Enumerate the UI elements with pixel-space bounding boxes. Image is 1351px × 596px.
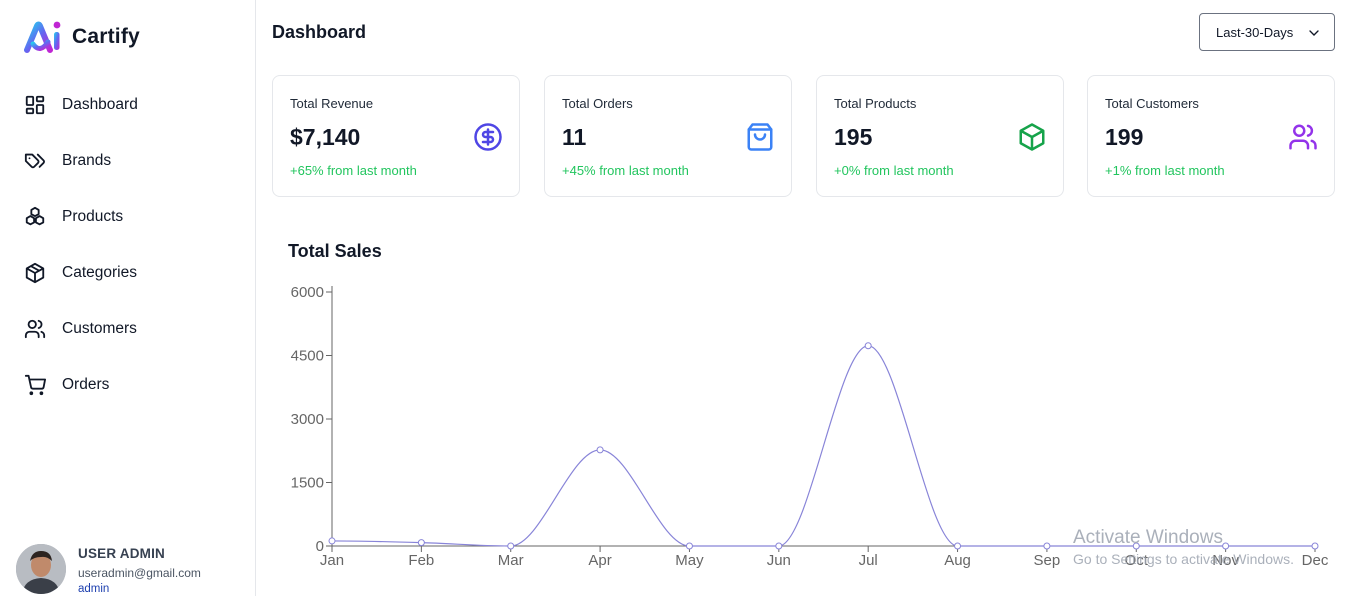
stat-title: Total Products — [834, 96, 917, 111]
page-title: Dashboard — [272, 22, 367, 42]
x-tick-label: May — [675, 552, 704, 569]
sidebar-nav: Dashboard Brands Products — [0, 77, 255, 413]
sidebar-item-orders[interactable]: Orders — [0, 357, 255, 413]
date-range-select[interactable]: Last-30-Days — [1199, 13, 1335, 51]
stat-card-orders: Total Orders 11 +45% from last month — [544, 75, 792, 197]
x-tick-label: Aug — [944, 552, 971, 569]
data-point — [417, 539, 425, 547]
date-range-value: Last-30-Days — [1216, 24, 1294, 40]
stat-change: +1% from last month — [1105, 163, 1225, 178]
sidebar-item-brands[interactable]: Brands — [0, 133, 255, 189]
stat-change: +0% from last month — [834, 163, 954, 178]
x-tick-label: Dec — [1302, 552, 1329, 569]
stat-value: $7,140 — [290, 124, 361, 150]
cube-icon — [24, 262, 46, 284]
sidebar-item-label: Brands — [62, 152, 112, 169]
data-point — [954, 542, 962, 550]
cart-icon — [24, 374, 46, 396]
data-point — [775, 542, 783, 550]
y-tick-label: 6000 — [291, 284, 324, 301]
stat-card-revenue: Total Revenue $7,140 +65% from last mont… — [272, 75, 520, 197]
avatar[interactable] — [16, 544, 66, 594]
users-icon — [24, 318, 46, 340]
sidebar-item-label: Products — [62, 208, 124, 225]
stat-title: Total Orders — [562, 96, 633, 111]
stat-change: +45% from last month — [562, 163, 689, 178]
x-tick-label: Sep — [1034, 552, 1061, 569]
dashboard-grid-icon — [24, 94, 46, 116]
x-tick-label: Nov — [1212, 552, 1239, 569]
chevron-down-icon — [1309, 30, 1319, 36]
sidebar-item-categories[interactable]: Categories — [0, 245, 255, 301]
package-icon — [1019, 123, 1045, 151]
dollar-icon — [474, 123, 502, 151]
sidebar-item-label: Customers — [62, 320, 137, 337]
sidebar-item-label: Categories — [62, 264, 137, 281]
user-profile[interactable]: USER ADMIN useradmin@gmail.com admin — [16, 544, 201, 595]
x-tick-label: Mar — [498, 552, 524, 569]
data-point — [1311, 542, 1319, 550]
shopping-bag-icon — [747, 123, 773, 151]
data-point — [685, 542, 693, 550]
y-tick-label: 0 — [316, 538, 324, 555]
data-point — [1222, 542, 1230, 550]
sidebar-item-products[interactable]: Products — [0, 189, 255, 245]
user-email: useradmin@gmail.com — [78, 566, 201, 580]
stat-card-products: Total Products 195 +0% from last month — [816, 75, 1064, 197]
x-tick-label: Jul — [859, 552, 878, 569]
stat-card-customers: Total Customers 199 +1% from last month — [1087, 75, 1335, 197]
sidebar-item-customers[interactable]: Customers — [0, 301, 255, 357]
stat-change: +65% from last month — [290, 163, 417, 178]
user-name: USER ADMIN — [78, 546, 166, 561]
chart-title: Total Sales — [288, 241, 382, 261]
sidebar-item-label: Dashboard — [62, 96, 138, 113]
tags-icon — [24, 150, 46, 172]
stat-title: Total Revenue — [290, 96, 374, 111]
stat-value: 199 — [1105, 124, 1144, 150]
y-tick-label: 3000 — [291, 411, 324, 428]
x-tick-label: Jun — [767, 552, 791, 569]
sidebar-item-dashboard[interactable]: Dashboard — [0, 77, 255, 133]
users-icon — [1289, 124, 1317, 150]
user-role: admin — [78, 583, 110, 595]
data-point — [1043, 542, 1051, 550]
y-tick-label: 1500 — [291, 475, 324, 492]
x-tick-label: Oct — [1125, 552, 1149, 569]
y-tick-label: 4500 — [291, 348, 324, 365]
data-point — [864, 342, 872, 350]
cartify-logo-icon — [24, 21, 61, 53]
sidebar: Cartify Dashboard Brands — [0, 0, 256, 596]
data-point — [507, 542, 515, 550]
x-tick-label: Feb — [408, 552, 434, 569]
x-tick-label: Apr — [588, 552, 611, 569]
user-info: USER ADMIN useradmin@gmail.com admin — [78, 546, 201, 595]
data-point — [596, 446, 604, 454]
stat-value: 195 — [834, 124, 873, 150]
boxes-icon — [24, 206, 46, 228]
brand[interactable]: Cartify — [24, 20, 140, 54]
data-point — [328, 537, 336, 545]
x-tick-label: Jan — [320, 552, 344, 569]
stat-title: Total Customers — [1105, 96, 1199, 111]
brand-name: Cartify — [72, 25, 140, 48]
stat-value: 11 — [562, 124, 587, 150]
sales-series-line — [331, 345, 1315, 547]
sales-line-chart: 0 1500 3000 4500 6000 Jan Feb Mar Apr May Jun Jul Au… — [291, 284, 1329, 569]
data-point — [1132, 542, 1140, 550]
sidebar-item-label: Orders — [62, 376, 110, 393]
